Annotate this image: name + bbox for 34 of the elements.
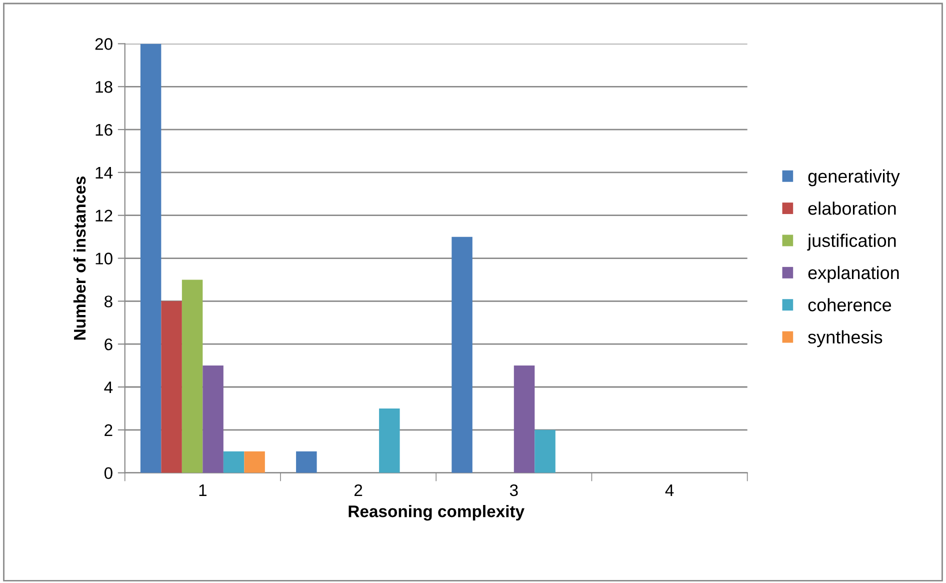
bar — [140, 44, 162, 473]
y-tick-label: 4 — [104, 382, 113, 394]
y-tick-label: 14 — [96, 167, 113, 178]
legend-label: explanation — [808, 266, 899, 283]
y-tick-label: 18 — [96, 81, 112, 93]
bar — [182, 280, 203, 473]
legend-label: elaboration — [808, 202, 896, 215]
y-axis-title: Number of instances — [73, 176, 86, 340]
y-tick-label: 20 — [95, 38, 112, 50]
legend-label: justification — [807, 234, 896, 251]
x-tick-label: 3 — [510, 484, 518, 496]
bar — [514, 366, 535, 473]
bar — [379, 408, 400, 473]
y-tick-label: 8 — [104, 296, 112, 308]
x-tick-label: 4 — [665, 484, 674, 496]
bar — [223, 451, 244, 473]
bar — [296, 451, 317, 473]
y-tick-label: 16 — [96, 124, 112, 136]
x-tick-label: 1 — [199, 484, 206, 496]
y-tick-label: 6 — [104, 338, 112, 350]
x-tick-label: 2 — [354, 484, 362, 496]
y-tick-label: 0 — [104, 467, 112, 480]
bar — [244, 451, 265, 473]
bar — [202, 366, 224, 473]
legend-label: synthesis — [808, 330, 882, 348]
bar — [534, 430, 556, 473]
y-tick-label: 12 — [96, 210, 112, 222]
bar — [161, 301, 182, 473]
x-axis-title: Reasoning complexity — [348, 505, 524, 521]
legend-label: coherence — [808, 298, 892, 312]
y-tick-label: 2 — [104, 424, 112, 436]
bar — [452, 236, 472, 473]
legend-label: generativity — [808, 169, 900, 186]
y-tick-label: 10 — [96, 252, 112, 264]
